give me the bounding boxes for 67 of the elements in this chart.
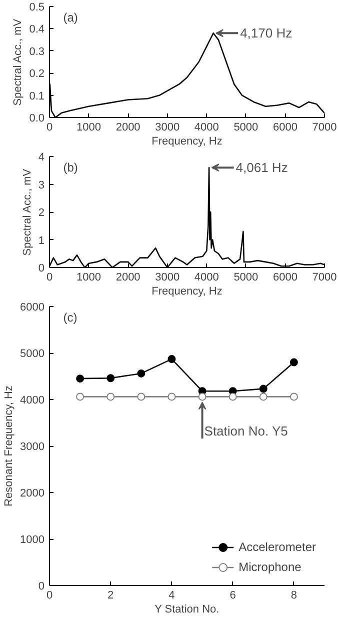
y-tick-label: 0.1 bbox=[29, 90, 45, 102]
x-tick-label: 5000 bbox=[234, 272, 258, 284]
y-tick-label: 1 bbox=[38, 234, 45, 247]
chart-title: (c) bbox=[63, 310, 78, 324]
y-tick-label: 0 bbox=[38, 580, 45, 592]
x-tick-label: 3000 bbox=[155, 272, 180, 284]
point bbox=[168, 392, 176, 401]
x-tick-label: 2 bbox=[108, 590, 114, 602]
x-tick-label: 1000 bbox=[76, 272, 102, 284]
y-tick-label: 0 bbox=[38, 262, 45, 274]
point bbox=[137, 392, 146, 401]
x-tick-label: 1000 bbox=[76, 122, 102, 134]
y-axis-title: Resonant Frequency, Hz bbox=[3, 386, 16, 506]
chart-title: (b) bbox=[63, 160, 78, 174]
legend-label: Microphone bbox=[238, 560, 302, 574]
annotation: 4,061 Hz bbox=[236, 160, 288, 176]
point bbox=[76, 374, 84, 383]
y-tick-label: 0.5 bbox=[29, 2, 45, 14]
x-tick-label: 2000 bbox=[116, 122, 140, 134]
x-tick-label: 0 bbox=[46, 272, 53, 284]
x-tick-label: 2000 bbox=[116, 272, 140, 284]
y-axis-title: Spectral Acc., mV bbox=[12, 18, 24, 106]
chart-title: (a) bbox=[63, 10, 78, 24]
y-tick-label: 3 bbox=[38, 179, 45, 192]
y-axis-title: Spectral Acc., mV bbox=[21, 168, 34, 256]
y-tick-label: 2 bbox=[38, 207, 45, 219]
point bbox=[76, 392, 84, 401]
y-tick-label: 0.0 bbox=[29, 112, 45, 124]
annotation: 4,170 Hz bbox=[240, 26, 292, 41]
legend-label: Accelerometer bbox=[238, 540, 316, 554]
point bbox=[106, 374, 115, 382]
y-tick-label: 3000 bbox=[20, 441, 45, 453]
point bbox=[137, 369, 146, 378]
x-tick-label: 3000 bbox=[155, 122, 180, 134]
x-tick-label: 6000 bbox=[272, 272, 298, 284]
point bbox=[259, 384, 268, 393]
point bbox=[290, 392, 298, 401]
point bbox=[228, 392, 237, 401]
y-tick-label: 0.2 bbox=[29, 68, 45, 80]
x-tick-label: 4000 bbox=[194, 272, 219, 284]
x-tick-label: 0 bbox=[46, 122, 53, 134]
y-tick-label: 2000 bbox=[20, 488, 45, 500]
annotation: Station No. Y5 bbox=[204, 424, 288, 439]
x-tick-label: 6000 bbox=[272, 122, 298, 134]
x-tick-label: 4000 bbox=[194, 122, 219, 134]
y-tick-label: 1000 bbox=[20, 534, 45, 546]
y-tick-label: 4000 bbox=[20, 394, 45, 406]
y-tick-label: 6000 bbox=[20, 302, 45, 314]
point bbox=[259, 392, 268, 401]
x-tick-label: 6 bbox=[230, 590, 236, 602]
y-tick-label: 0.3 bbox=[29, 46, 45, 58]
x-tick-label: 4 bbox=[168, 590, 175, 602]
x-tick-label: 7000 bbox=[312, 272, 337, 284]
point bbox=[106, 392, 115, 401]
x-tick-label: 0 bbox=[46, 590, 53, 602]
x-axis-title: Y Station No. bbox=[154, 604, 220, 616]
x-axis-title: Frequency, Hz bbox=[152, 136, 222, 148]
y-tick-label: 0.4 bbox=[29, 24, 45, 36]
x-tick-label: 7000 bbox=[312, 122, 337, 134]
y-tick-label: 4 bbox=[38, 152, 45, 164]
point bbox=[168, 355, 176, 364]
x-tick-label: 8 bbox=[290, 590, 298, 602]
x-tick-label: 5000 bbox=[234, 122, 258, 134]
point bbox=[290, 358, 298, 366]
y-tick-label: 5000 bbox=[20, 348, 45, 360]
x-axis-title: Frequency, Hz bbox=[152, 286, 222, 298]
point bbox=[198, 392, 206, 401]
